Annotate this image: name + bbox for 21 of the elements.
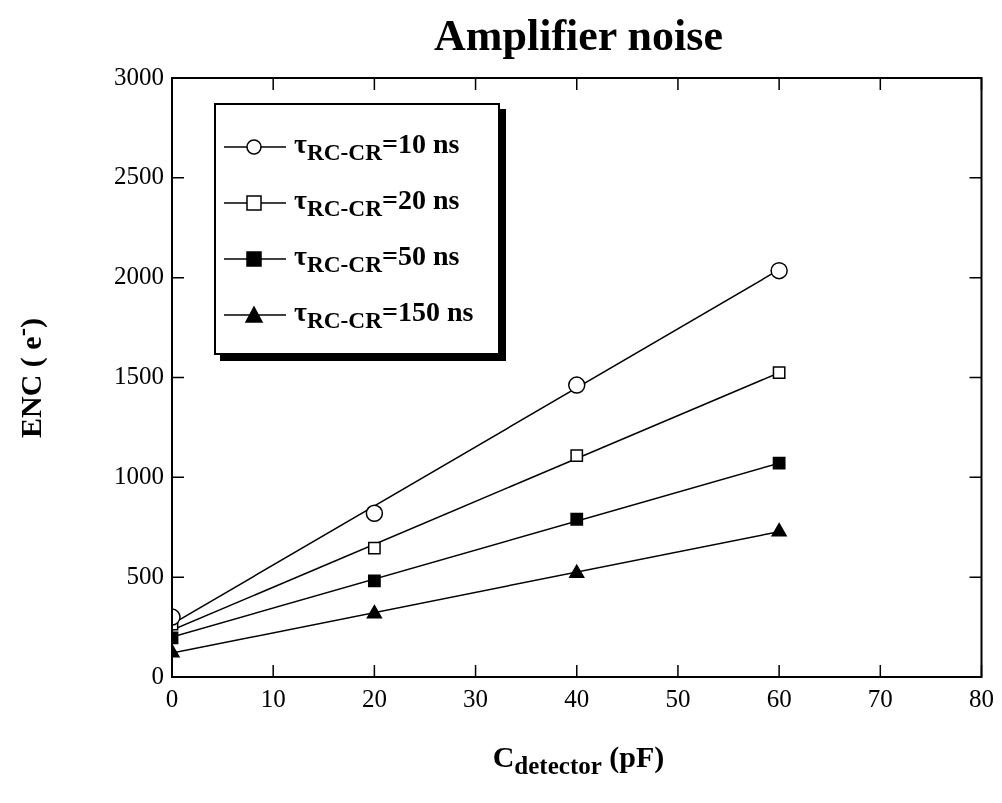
legend-label: τ$_{RC-CR}$=10 ns <box>294 128 460 166</box>
y-tick-label: 1500 <box>114 362 164 390</box>
x-tick-label: 70 <box>867 684 893 712</box>
y-tick-label: 2500 <box>114 162 164 190</box>
x-tick-label: 80 <box>969 684 994 712</box>
y-tick-label: 2000 <box>114 262 164 290</box>
legend-label: τ$_{RC-CR}$=20 ns <box>294 184 460 222</box>
y-tick-label: 500 <box>126 561 164 589</box>
x-tick-label: 60 <box>766 684 792 712</box>
y-tick-label: 0 <box>151 661 164 689</box>
legend-label: τ$_{RC-CR}$=150 ns <box>294 296 474 334</box>
x-tick-label: 20 <box>361 684 387 712</box>
x-tick-label: 50 <box>665 684 691 712</box>
x-tick-label: 30 <box>463 684 489 712</box>
chart-title: Amplifier noise <box>433 10 724 61</box>
legend-label: τ$_{RC-CR}$=50 ns <box>294 240 460 278</box>
y-tick-label: 1000 <box>114 461 164 489</box>
x-tick-label: 10 <box>260 684 286 712</box>
x-axis-title: C$_{detector}$ (pF) <box>491 740 666 780</box>
x-tick-label: 40 <box>564 684 590 712</box>
y-tick-label: 3000 <box>114 62 164 90</box>
